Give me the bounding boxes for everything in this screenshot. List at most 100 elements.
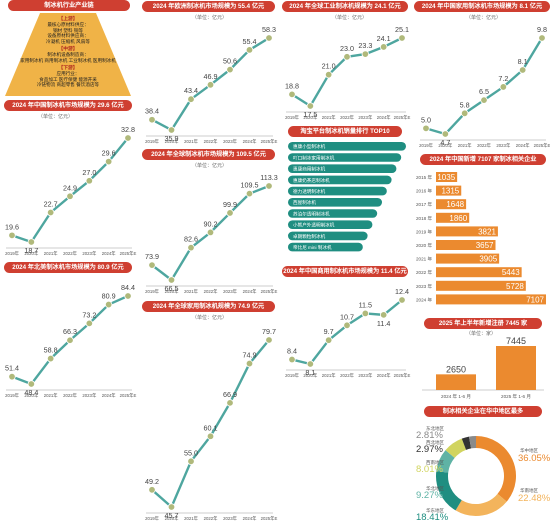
data-point bbox=[104, 300, 113, 309]
data-label: 32.8 bbox=[121, 125, 135, 134]
data-point bbox=[265, 336, 273, 344]
chart-title: 2024 年全球家用制冰机规模为 74.9 亿元 bbox=[142, 301, 275, 312]
data-label: 23.3 bbox=[358, 41, 372, 50]
chart-h1-2025: 2025 年上半年新增注册 7445 家 （单位：家） 2650 2024 年 1… bbox=[414, 316, 550, 402]
chart-title: 制冰相关企业在华中地区最多 bbox=[424, 406, 542, 417]
chart-china-ice-machine: 2024 年中国制冰机市场规模为 29.6 亿元 （单位：亿元） 19.6 201… bbox=[0, 100, 136, 260]
data-label: 79.7 bbox=[262, 327, 276, 336]
donut-slice bbox=[436, 471, 462, 511]
data-label: 5.8 bbox=[460, 100, 470, 109]
ranking-bar bbox=[288, 175, 392, 185]
x-tick-label: 2022年 bbox=[340, 372, 355, 379]
data-label: 109.5 bbox=[241, 181, 259, 190]
h1-value: 7445 bbox=[506, 336, 526, 346]
data-label: 74.9 bbox=[243, 351, 257, 360]
chart-unit: （单位：亿元） bbox=[192, 163, 228, 169]
data-point bbox=[306, 102, 315, 110]
region-label: 东北地区 bbox=[426, 425, 444, 432]
industry-chain-panel: 制冰机行业产业链 【上游】 最核心原材料供应： 钢材 塑料 铜等 设备原材料供应… bbox=[0, 0, 136, 98]
tier-heading: 【上游】 bbox=[58, 17, 78, 22]
chart-unit: （单位：亿元） bbox=[38, 114, 74, 120]
data-label: 25.1 bbox=[395, 25, 409, 34]
series-line bbox=[291, 299, 403, 366]
data-label: 84.4 bbox=[121, 283, 135, 292]
data-label: 27.0 bbox=[82, 168, 96, 177]
data-point bbox=[245, 46, 254, 54]
ranking-bar bbox=[288, 164, 397, 173]
data-point bbox=[460, 109, 469, 117]
ranking-bar bbox=[288, 231, 368, 241]
data-label: 5.0 bbox=[421, 115, 431, 124]
x-tick-label: 2019年 bbox=[285, 372, 300, 379]
tier-line: 制冰机设备制造商： bbox=[47, 52, 89, 57]
x-tick-label: 2019年 bbox=[419, 142, 434, 149]
data-point bbox=[206, 228, 215, 237]
data-point bbox=[8, 372, 16, 381]
chart-global-industrial: 2024 年全球工业制冰机规模为 24.1 亿元 （单位：亿元） 18.8 201… bbox=[280, 0, 410, 124]
chart-na-ice-machine: 2024 年北美制冰机市场规模为 80.9 亿元 51.4 2019年 48.4 20… bbox=[0, 262, 136, 402]
x-tick-label: 2021年 bbox=[322, 114, 337, 121]
data-point bbox=[499, 83, 508, 91]
data-label: 9.8 bbox=[537, 25, 547, 34]
x-tick-label: 2025年E bbox=[261, 138, 278, 145]
x-tick-label: 2023年 bbox=[358, 114, 373, 121]
data-label: 90.2 bbox=[204, 219, 218, 228]
data-label: 73.9 bbox=[145, 252, 159, 261]
x-tick-label: 2023年 bbox=[496, 142, 511, 149]
data-point bbox=[66, 336, 74, 344]
registration-bar bbox=[436, 212, 470, 223]
region-value: 8.01% bbox=[416, 464, 443, 475]
x-tick-label: 2024年 bbox=[377, 372, 392, 379]
x-tick-label: 2022年 bbox=[477, 142, 492, 149]
x-tick-label: 2020年 bbox=[24, 250, 39, 257]
tier-line: 食品加工 医疗保健 能源开采 bbox=[39, 76, 97, 82]
region-label: 西北地区 bbox=[426, 439, 444, 446]
region-value: 18.41% bbox=[416, 512, 449, 523]
upstream-tier: 【上游】 最核心原材料供应： 钢材 塑料 铜等 设备原材料供应商： 冷凝机 压缩… bbox=[40, 15, 96, 44]
chart-eu-ice-machine: 2024 年欧洲制冰机市场规模为 55.4 亿元 （单位：亿元） 38.4 201… bbox=[140, 0, 277, 148]
industry-chain-body: 【上游】 最核心原材料供应： 钢材 塑料 铜等 设备原材料供应商： 冷凝机 压缩… bbox=[0, 15, 136, 88]
donut-slice bbox=[455, 493, 507, 516]
data-point bbox=[148, 261, 156, 269]
data-label: 4.7 bbox=[440, 138, 450, 147]
donut-slice bbox=[475, 436, 516, 502]
chart-title: 2024 年欧洲制冰机市场规模为 55.4 亿元 bbox=[142, 1, 275, 12]
chart-title: 2025 年上半年新增注册 7445 家 bbox=[424, 318, 542, 329]
chart-global-ice-machine: 2024 年全球制冰机市场规模为 109.5 亿元 （单位：亿元） 73.9 20… bbox=[140, 148, 278, 298]
chart-taobao-top10: 淘宝平台制冰机销量排行 TOP10 惠康小型制冰机 吖口制冰家用制冰机 惠康商用制冰… bbox=[280, 126, 410, 266]
chart-title: 2024 年全球制冰机市场规模为 109.5 亿元 bbox=[142, 149, 275, 160]
donut-slice bbox=[461, 436, 472, 450]
data-point bbox=[187, 95, 195, 103]
donut-slice bbox=[436, 450, 455, 473]
x-tick-label: 2022年 bbox=[204, 288, 219, 295]
data-label: 8.4 bbox=[287, 347, 297, 356]
data-point bbox=[288, 355, 296, 364]
year-label: 2016 年 bbox=[416, 188, 432, 195]
data-label: 48.4 bbox=[24, 388, 38, 397]
chart-title: 2024 年北美制冰机市场规模为 80.9 亿元 bbox=[4, 262, 132, 273]
data-point bbox=[361, 309, 370, 318]
data-point bbox=[187, 243, 195, 252]
x-tick-label: 2025年E bbox=[394, 372, 411, 379]
x-tick-label: 2019年 bbox=[145, 138, 160, 145]
data-point bbox=[46, 208, 55, 217]
data-label: 11.4 bbox=[377, 319, 390, 328]
x-tick-label: 2019年 bbox=[5, 250, 20, 257]
series-line bbox=[425, 37, 544, 136]
x-tick-label: 2021年 bbox=[184, 138, 199, 145]
h1-category: 2024 年 1-6 月 bbox=[441, 393, 471, 400]
taobao-bar-svg: 惠康小型制冰机吖口制冰家用制冰机惠康商用制冰机惠康奶茶店制冰机德力透明制冰机西屋… bbox=[288, 142, 406, 252]
x-tick-label: 2025年E bbox=[394, 114, 411, 121]
chart-global-household: 2024 年全球家用制冰机规模为 74.9 亿元 （单位：亿元） 49.2 201… bbox=[140, 300, 277, 525]
data-point bbox=[167, 126, 176, 134]
chart-title: 淘宝平台制冰机销量排行 TOP10 bbox=[288, 126, 402, 137]
registration-bar bbox=[436, 172, 458, 182]
data-label: 24.9 bbox=[63, 183, 77, 192]
data-point bbox=[245, 189, 254, 198]
data-label: 12.4 bbox=[395, 287, 409, 296]
x-tick-label: 2022年 bbox=[204, 138, 219, 145]
registration-value: 3657 bbox=[476, 241, 494, 250]
